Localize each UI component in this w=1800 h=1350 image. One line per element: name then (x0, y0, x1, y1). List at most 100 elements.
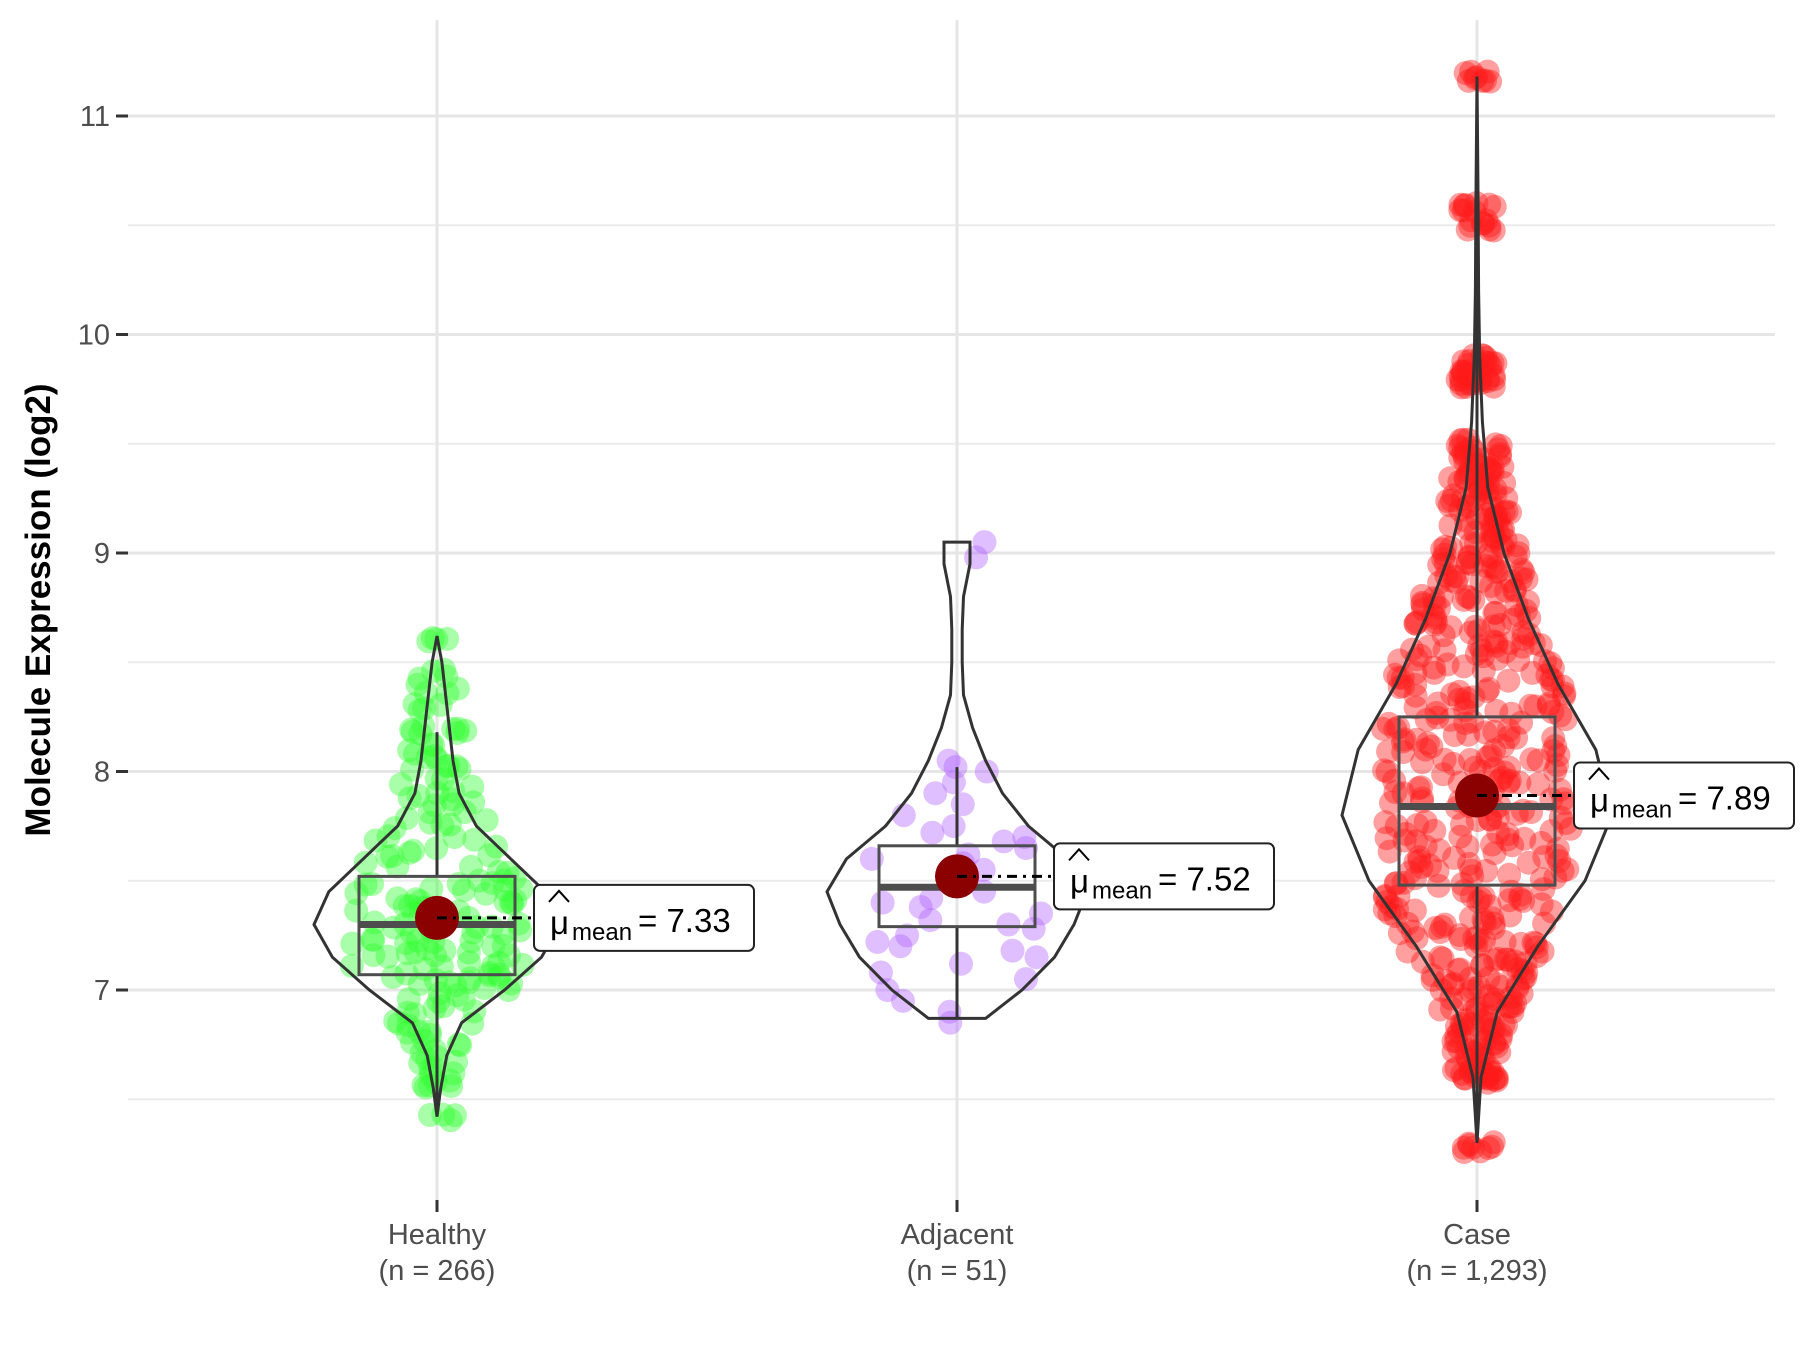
data-point (1451, 1135, 1476, 1160)
data-point (1448, 445, 1473, 470)
data-point (1466, 618, 1491, 643)
data-point (361, 943, 386, 968)
data-point (1387, 921, 1412, 946)
data-point (1448, 192, 1473, 217)
data-point (1519, 747, 1544, 772)
iqr-box (1397, 715, 1557, 887)
data-point (1486, 559, 1511, 583)
data-point (1406, 776, 1431, 801)
data-point (1422, 660, 1447, 685)
data-point (481, 934, 506, 959)
data-point (865, 929, 890, 954)
data-point (1509, 981, 1534, 1006)
data-point (1455, 584, 1479, 609)
data-point (1494, 499, 1519, 524)
data-point (1477, 192, 1502, 217)
hat-icon (1068, 847, 1090, 862)
data-point (1442, 1058, 1466, 1083)
data-point (1468, 1139, 1493, 1164)
data-point (1413, 834, 1438, 859)
data-point (868, 960, 893, 985)
data-point (432, 938, 457, 963)
data-point (1516, 589, 1540, 614)
data-point (1014, 836, 1038, 860)
data-point (1478, 69, 1503, 94)
data-point (1489, 1022, 1514, 1047)
data-point (1482, 1067, 1507, 1092)
data-point (1474, 858, 1499, 883)
data-point (1508, 882, 1533, 907)
data-point (1526, 748, 1551, 773)
data-point (1484, 971, 1509, 996)
data-point (1411, 597, 1435, 622)
data-point (1481, 363, 1506, 388)
data-point (1480, 832, 1504, 857)
data-point (1467, 975, 1492, 1000)
data-point (1461, 1135, 1485, 1160)
data-point (1383, 662, 1407, 687)
data-point (1457, 544, 1482, 569)
data-point (434, 664, 459, 689)
data-point (1455, 834, 1480, 859)
data-point (412, 696, 437, 721)
data-point (1456, 1131, 1481, 1156)
data-point (1415, 731, 1440, 756)
data-point (388, 772, 413, 797)
data-point (441, 792, 466, 817)
data-point (1448, 364, 1473, 389)
data-point (1449, 371, 1474, 396)
data-point (1503, 544, 1528, 569)
data-point (1482, 600, 1507, 625)
data-point (1404, 727, 1429, 752)
data-point (888, 934, 913, 959)
data-point (1475, 543, 1500, 568)
data-point (941, 814, 966, 839)
data-point (1444, 1056, 1469, 1081)
data-point (1492, 760, 1517, 785)
data-point (1478, 743, 1503, 768)
data-point (456, 940, 481, 965)
data-point (1422, 818, 1447, 843)
data-point (1473, 68, 1497, 93)
data-point (1435, 489, 1460, 513)
data-point (459, 854, 483, 879)
data-point (1477, 993, 1502, 1017)
data-point (1377, 839, 1402, 864)
data-point (1440, 488, 1464, 513)
data-point (459, 929, 484, 954)
data-point (1395, 911, 1420, 936)
data-point (1422, 612, 1447, 637)
data-point (1460, 1011, 1485, 1036)
data-point (1498, 985, 1523, 1010)
data-point (499, 890, 524, 915)
data-point (1462, 488, 1487, 513)
data-point (1447, 679, 1472, 704)
mean-value-label: = 7.89 (1678, 780, 1771, 817)
data-point (1414, 707, 1439, 732)
data-point (443, 1103, 467, 1128)
data-point (394, 931, 418, 955)
data-point (1383, 717, 1408, 742)
data-point (444, 1049, 469, 1074)
data-point (1442, 564, 1467, 589)
data-point (1493, 639, 1518, 664)
data-point (407, 972, 432, 996)
data-point (405, 672, 430, 697)
data-point (1492, 930, 1517, 954)
data-point (1461, 685, 1486, 710)
data-point (1424, 701, 1449, 725)
data-point (1403, 660, 1428, 685)
data-point (1497, 862, 1522, 887)
data-point (1402, 898, 1427, 923)
data-point (493, 889, 518, 914)
data-point (444, 754, 469, 779)
data-point (451, 987, 476, 1012)
data-point (1391, 740, 1416, 764)
data-point (477, 961, 502, 985)
data-point (1507, 770, 1532, 795)
category-label: Case (1443, 1219, 1511, 1251)
data-point (1469, 569, 1494, 594)
data-point (1438, 615, 1463, 640)
data-point (1540, 674, 1565, 699)
data-point (1482, 841, 1507, 866)
